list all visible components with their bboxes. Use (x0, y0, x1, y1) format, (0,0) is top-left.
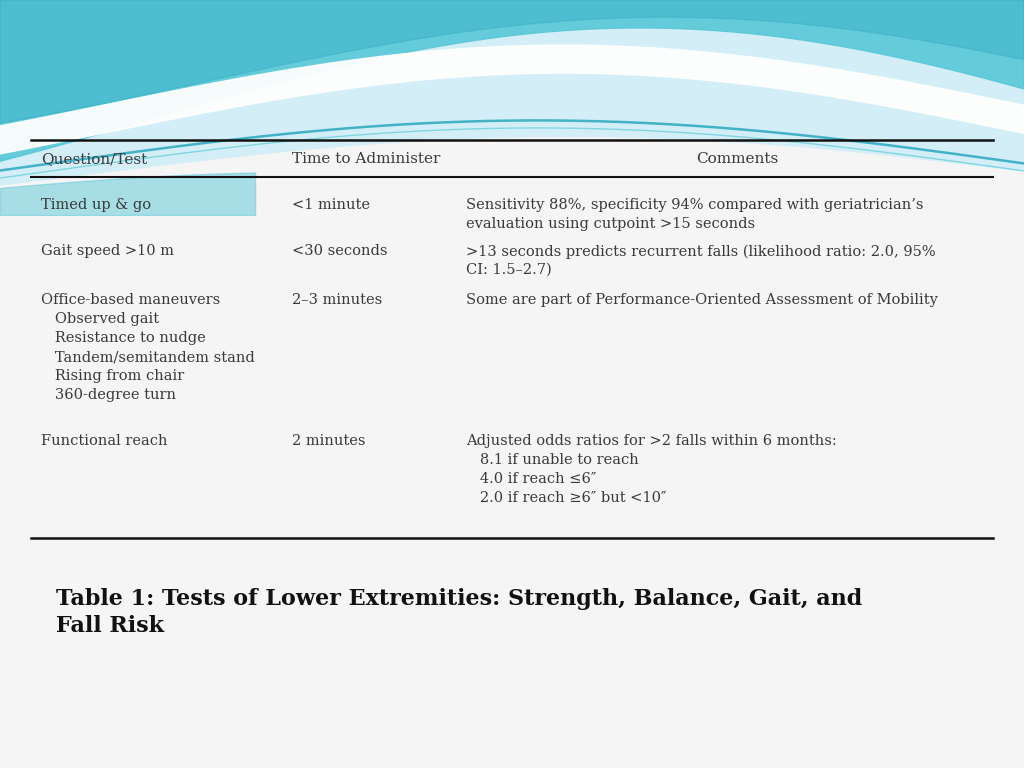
Text: Time to Administer: Time to Administer (292, 152, 440, 166)
Text: Adjusted odds ratios for >2 falls within 6 months:
   8.1 if unable to reach
   : Adjusted odds ratios for >2 falls within… (466, 434, 837, 505)
Text: Gait speed >10 m: Gait speed >10 m (41, 244, 174, 258)
Text: Table 1: Tests of Lower Extremities: Strength, Balance, Gait, and
Fall Risk: Table 1: Tests of Lower Extremities: Str… (56, 588, 862, 637)
Text: Sensitivity 88%, specificity 94% compared with geriatrician’s
evaluation using c: Sensitivity 88%, specificity 94% compare… (466, 198, 924, 230)
Text: Comments: Comments (696, 152, 778, 166)
Text: 2 minutes: 2 minutes (292, 434, 366, 448)
Text: >13 seconds predicts recurrent falls (likelihood ratio: 2.0, 95%
CI: 1.5–2.7): >13 seconds predicts recurrent falls (li… (466, 244, 936, 277)
Text: <1 minute: <1 minute (292, 198, 370, 212)
Text: Timed up & go: Timed up & go (41, 198, 152, 212)
Text: Some are part of Performance-Oriented Assessment of Mobility: Some are part of Performance-Oriented As… (466, 293, 938, 307)
Text: Office-based maneuvers
   Observed gait
   Resistance to nudge
   Tandem/semitan: Office-based maneuvers Observed gait Res… (41, 293, 255, 402)
Text: Functional reach: Functional reach (41, 434, 168, 448)
Text: Question/Test: Question/Test (41, 152, 147, 166)
Text: <30 seconds: <30 seconds (292, 244, 387, 258)
Text: 2–3 minutes: 2–3 minutes (292, 293, 382, 307)
